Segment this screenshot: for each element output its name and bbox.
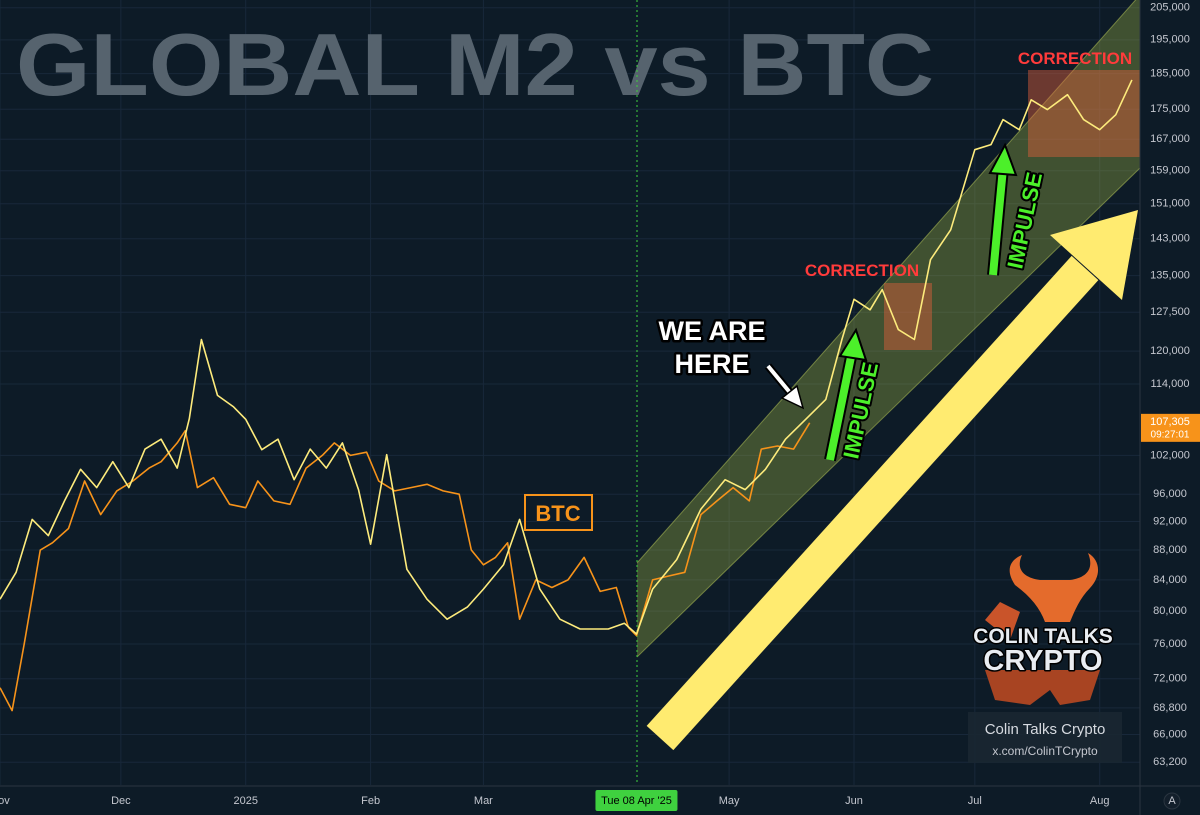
pointer-arrow — [766, 364, 794, 397]
impulse-arrow-head — [838, 327, 868, 362]
correction-box — [1028, 70, 1140, 157]
x-tick-label: Dec — [111, 795, 131, 807]
x-tick-label: Mar — [474, 795, 493, 807]
logo-bull-head — [1009, 553, 1099, 622]
x-tick-label: Jun — [845, 795, 863, 807]
branding-box — [968, 712, 1122, 763]
impulse-arrow — [989, 167, 1007, 276]
y-tick-label: 63,200 — [1153, 756, 1187, 768]
y-tick-label: 68,800 — [1153, 702, 1187, 714]
y-tick-label: 120,000 — [1150, 345, 1190, 357]
auto-scale-button[interactable] — [1163, 792, 1181, 810]
y-tick-label: 195,000 — [1150, 34, 1190, 46]
impulse-arrow — [826, 351, 856, 461]
series-label: BTC — [535, 501, 580, 526]
y-tick-label: 80,000 — [1153, 605, 1187, 617]
we-are-here-label: WE ARE — [659, 316, 766, 346]
pointer-arrow-head — [780, 384, 805, 410]
impulse-arrow-head — [988, 142, 1018, 177]
channel-edge — [636, 0, 1137, 564]
chart-title: GLOBAL M2 vs BTC — [16, 15, 934, 114]
branding-name: Colin Talks Crypto — [985, 721, 1106, 738]
y-tick-label: 205,000 — [1150, 2, 1190, 14]
x-tick-label: Aug — [1090, 795, 1110, 807]
series-line — [0, 422, 811, 712]
y-tick-label: 92,000 — [1153, 515, 1187, 527]
logo: COLIN TALKS CRYPTO — [972, 553, 1114, 705]
crosshair-label: Tue 08 Apr '25 — [601, 795, 672, 807]
crosshair-label-box — [595, 790, 678, 811]
correction-label: CORRECTION — [805, 261, 919, 280]
y-tick-label: 88,000 — [1153, 544, 1187, 556]
y-tick-label: 167,000 — [1150, 133, 1190, 145]
y-tick-label: 175,000 — [1150, 103, 1190, 115]
y-tick-label: 84,000 — [1153, 574, 1187, 586]
x-tick-label: Nov — [0, 795, 10, 807]
y-tick-label: 76,000 — [1153, 638, 1187, 650]
x-tick-label: 2025 — [233, 795, 257, 807]
y-tick-label: 127,500 — [1150, 306, 1190, 318]
y-tick-label: 135,000 — [1150, 270, 1190, 282]
we-are-here-label: HERE — [674, 349, 749, 379]
y-tick-label: 96,000 — [1153, 488, 1187, 500]
last-price-box — [1141, 413, 1200, 442]
logo-text: COLIN TALKS — [973, 625, 1113, 648]
auto-scale-label[interactable]: A — [1168, 795, 1176, 807]
correction-label: CORRECTION — [1018, 49, 1132, 68]
y-tick-label: 102,000 — [1150, 449, 1190, 461]
correction-box — [884, 283, 932, 350]
y-tick-label: 72,000 — [1153, 673, 1187, 685]
logo-text: CRYPTO — [983, 645, 1102, 677]
trend-arrow — [646, 255, 1099, 751]
last-price-label: 107,305 — [1150, 416, 1190, 428]
logo-bull-body — [985, 670, 1100, 705]
y-tick-label: 151,000 — [1150, 198, 1190, 210]
trend-arrow-head — [1050, 210, 1138, 300]
x-tick-label: May — [719, 795, 740, 807]
series-lines — [0, 79, 1133, 712]
channel-edge — [636, 167, 1141, 658]
y-tick-label: 143,000 — [1150, 233, 1190, 245]
logo-bull-arm — [985, 602, 1020, 640]
channel — [637, 0, 1140, 657]
x-tick-label: Feb — [361, 795, 380, 807]
y-tick-label: 66,000 — [1153, 728, 1187, 740]
y-tick-label: 185,000 — [1150, 68, 1190, 80]
btc-label-box — [524, 494, 593, 531]
countdown-label: 09:27:01 — [1151, 429, 1190, 440]
y-tick-label: 114,000 — [1151, 378, 1190, 390]
series-line — [0, 79, 1133, 635]
y-tick-label: 159,000 — [1150, 165, 1190, 177]
branding-handle: x.com/ColinTCrypto — [992, 744, 1098, 758]
x-tick-label: Jul — [968, 795, 982, 807]
